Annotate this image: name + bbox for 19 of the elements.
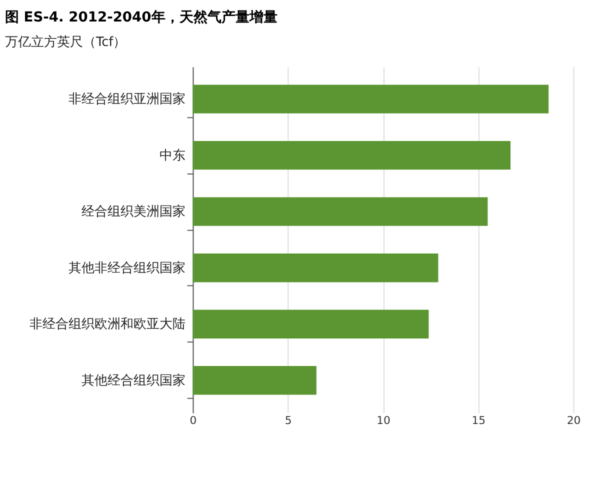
bar — [192, 254, 438, 282]
x-tick-label: 20 — [566, 414, 581, 428]
y-tick-label: 其他经合组织国家 — [81, 372, 186, 388]
text: 万亿立方英尺（Tcf） — [4, 34, 126, 50]
bar — [192, 197, 488, 226]
x-tick-label: 10 — [376, 414, 391, 428]
y-tick-label: 非经合组织欧洲和欧亚大陆 — [29, 317, 186, 332]
y-tick-label: 经合组织美洲国家 — [81, 204, 186, 220]
y-tick-label: 其他非经合组织国家 — [68, 260, 186, 276]
y-tick-label: 非经合组织亚洲国家 — [68, 91, 186, 108]
x-tick-label: 5 — [284, 414, 292, 428]
y-tick-label: 中东 — [159, 148, 186, 164]
bar — [192, 310, 429, 338]
bar — [192, 84, 549, 114]
chart-title: 图 ES-4. 2012-2040年，天然气产量增量 — [4, 8, 278, 26]
bar — [192, 141, 511, 170]
x-tick-label: 15 — [472, 414, 486, 428]
bar — [192, 366, 316, 395]
x-tick-label: 0 — [190, 414, 197, 428]
